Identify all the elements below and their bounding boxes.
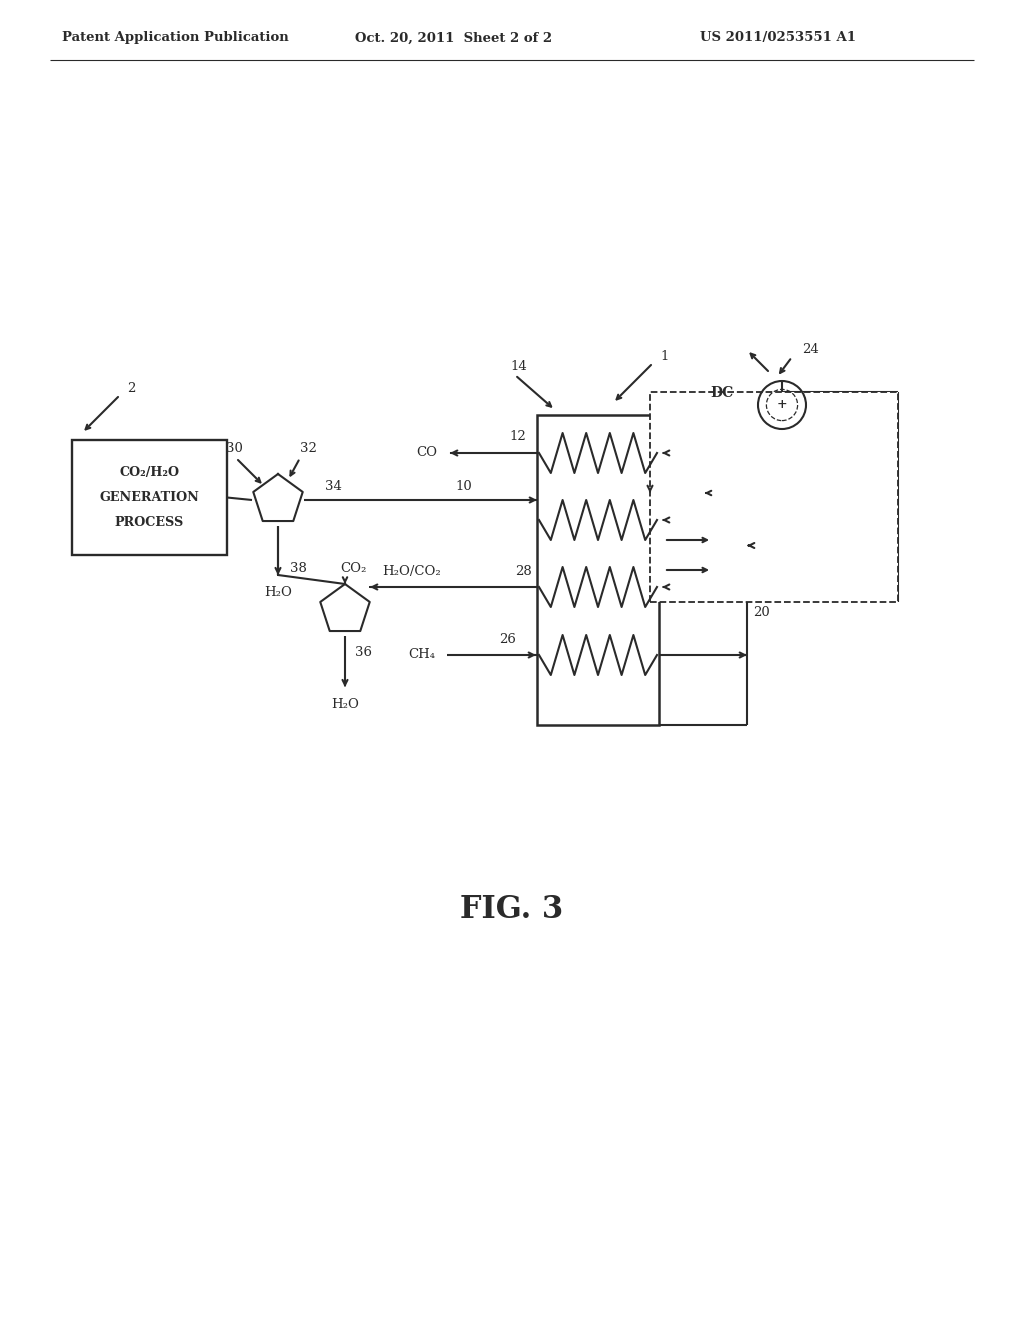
Text: H₂O: H₂O <box>331 698 359 711</box>
Text: 16: 16 <box>667 569 684 582</box>
Text: 36: 36 <box>355 645 372 659</box>
Text: 1: 1 <box>660 351 669 363</box>
Text: +: + <box>776 399 787 412</box>
Text: 14: 14 <box>510 360 526 374</box>
Text: 28: 28 <box>515 565 531 578</box>
Text: 12: 12 <box>509 429 525 442</box>
Text: PROCESS: PROCESS <box>115 516 184 529</box>
Text: 18: 18 <box>670 504 687 517</box>
Text: 2: 2 <box>127 381 135 395</box>
Text: 32: 32 <box>300 441 316 454</box>
Text: 38: 38 <box>290 561 307 574</box>
Text: 34: 34 <box>325 479 342 492</box>
Text: 10: 10 <box>455 479 472 492</box>
Text: 20: 20 <box>753 606 770 619</box>
Text: Patent Application Publication: Patent Application Publication <box>62 32 289 45</box>
Text: CO₂: CO₂ <box>340 561 367 574</box>
Bar <box>650 392 898 602</box>
Text: DC: DC <box>711 385 734 400</box>
Text: US 2011/0253551 A1: US 2011/0253551 A1 <box>700 32 856 45</box>
Text: CH₄: CH₄ <box>408 648 435 661</box>
Text: H₂O/CO₂: H₂O/CO₂ <box>383 565 441 578</box>
Bar <box>662 492 746 598</box>
Text: CO: CO <box>416 446 437 459</box>
Text: 22: 22 <box>697 577 714 590</box>
Text: FIG. 3: FIG. 3 <box>461 895 563 925</box>
Text: CO₂/H₂O: CO₂/H₂O <box>120 466 179 479</box>
Text: H₂O: H₂O <box>264 586 292 598</box>
Bar <box>537 414 659 725</box>
Text: 30: 30 <box>226 441 243 454</box>
Text: GENERATION: GENERATION <box>99 491 200 504</box>
Text: Oct. 20, 2011  Sheet 2 of 2: Oct. 20, 2011 Sheet 2 of 2 <box>355 32 552 45</box>
Text: 26: 26 <box>499 634 516 647</box>
Bar <box>72 440 227 554</box>
Text: 24: 24 <box>802 343 819 356</box>
